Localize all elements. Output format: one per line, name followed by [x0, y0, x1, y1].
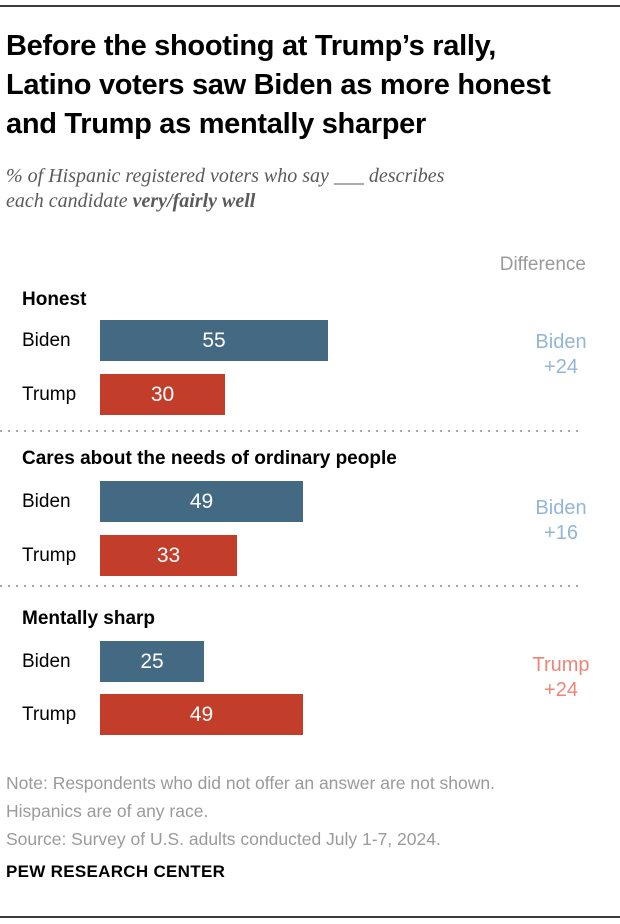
chart-subtitle-line: % of Hispanic registered voters who say …	[6, 165, 445, 187]
bar-value-honest-biden: 55	[202, 328, 226, 352]
bar-row-sharp-trump: Trump 49	[22, 694, 303, 735]
trait-label-mentally-sharp: Mentally sharp	[22, 608, 156, 629]
candidate-label-trump: Trump	[22, 703, 77, 725]
candidate-label-trump: Trump	[22, 544, 77, 566]
difference-label-mentally-sharp: Trump +24	[532, 654, 590, 701]
section-divider	[0, 429, 584, 432]
chart-title-line: Before the shooting at Trump’s rally,	[6, 30, 497, 62]
bar-cares-biden: 49	[100, 481, 303, 522]
chart-subtitle: % of Hispanic registered voters who say …	[6, 164, 606, 214]
chart-title: Before the shooting at Trump’s rally, La…	[6, 27, 614, 144]
chart-title-line: Latino voters saw Biden as more honest	[6, 69, 551, 101]
bar-row-sharp-biden: Biden 25	[22, 641, 204, 682]
bar-honest-trump: 30	[100, 374, 225, 415]
bar-value-cares-trump: 33	[156, 543, 181, 567]
trait-label-honest: Honest	[22, 289, 87, 310]
bar-value-sharp-trump: 49	[189, 702, 214, 726]
bar-row-cares-biden: Biden 49	[22, 481, 303, 522]
bar-honest-biden: 55	[100, 320, 328, 361]
top-divider	[0, 5, 620, 7]
bar-value-honest-trump: 30	[150, 382, 175, 406]
pew-research-center-logo: PEW RESEARCH CENTER	[6, 862, 226, 881]
bar-row-honest-trump: Trump 30	[22, 374, 225, 415]
bar-sharp-biden: 25	[100, 641, 204, 682]
candidate-label-trump: Trump	[22, 383, 77, 405]
bar-cares-trump: 33	[100, 535, 237, 576]
bar-row-honest-biden: Biden 55	[22, 320, 328, 361]
footnote: Note: Respondents who did not offer an a…	[6, 769, 606, 853]
trait-label-cares: Cares about the needs of ordinary people	[22, 448, 397, 469]
difference-label-cares: Biden +16	[535, 497, 587, 544]
chart-subtitle-line: each candidate very/fairly well	[6, 190, 256, 212]
candidate-label-biden: Biden	[22, 329, 71, 351]
difference-label-honest: Biden +24	[535, 331, 587, 378]
candidate-label-biden: Biden	[22, 650, 71, 672]
bar-value-cares-biden: 49	[189, 489, 214, 513]
difference-column-header: Difference	[499, 254, 586, 275]
footnote-line: Note: Respondents who did not offer an a…	[6, 773, 496, 793]
footnote-line: Source: Survey of U.S. adults conducted …	[6, 829, 441, 849]
section-divider	[0, 584, 584, 587]
bar-value-sharp-biden: 25	[140, 649, 164, 673]
bar-sharp-trump: 49	[100, 694, 303, 735]
chart-title-line: and Trump as mentally sharper	[6, 108, 426, 140]
footnote-line: Hispanics are of any race.	[6, 801, 209, 821]
bar-row-cares-trump: Trump 33	[22, 535, 237, 576]
bottom-divider	[0, 916, 620, 918]
candidate-label-biden: Biden	[22, 490, 71, 512]
